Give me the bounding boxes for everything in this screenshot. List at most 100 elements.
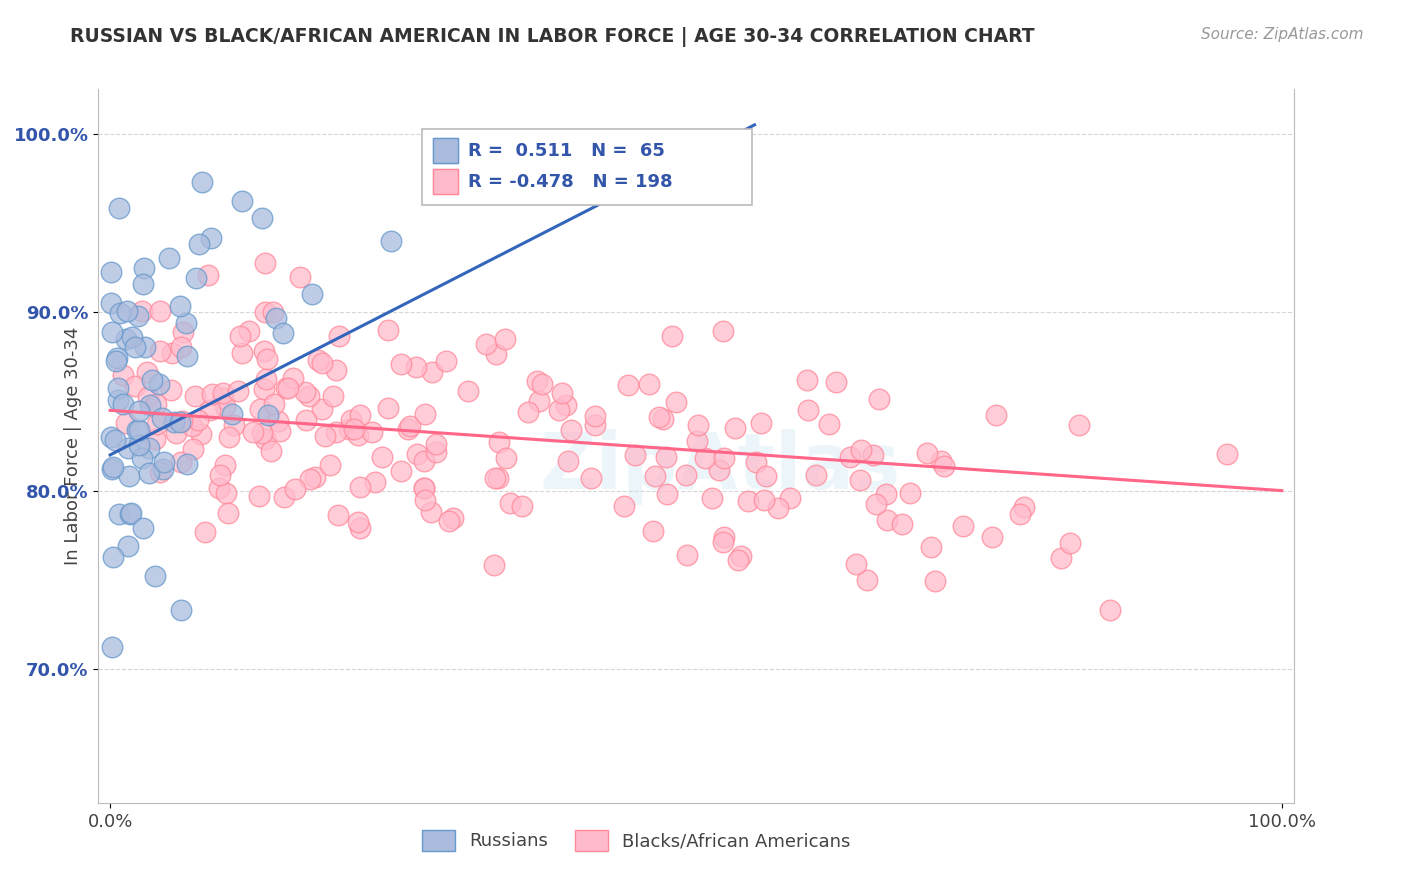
Point	[724, 420, 747, 434]
Point	[349, 480, 371, 494]
Point	[222, 418, 245, 433]
Point	[711, 535, 734, 549]
Point	[170, 340, 193, 354]
Point	[855, 573, 877, 587]
Point	[517, 405, 540, 419]
Point	[112, 368, 135, 382]
Point	[579, 470, 602, 484]
Point	[797, 402, 820, 417]
Point	[118, 507, 141, 521]
Point	[1008, 508, 1031, 522]
Point	[488, 435, 510, 450]
Point	[849, 474, 872, 488]
Point	[104, 433, 127, 447]
Point	[868, 392, 890, 406]
Point	[779, 491, 801, 505]
Point	[555, 398, 578, 412]
Point	[713, 530, 735, 544]
Point	[169, 415, 191, 429]
Point	[257, 409, 280, 423]
Point	[364, 475, 387, 490]
Point	[749, 416, 772, 430]
Point	[274, 381, 297, 395]
Point	[197, 268, 219, 283]
Text: R =  0.511   N =  65: R = 0.511 N = 65	[468, 142, 665, 160]
Point	[441, 510, 464, 524]
Point	[172, 325, 194, 339]
Point	[644, 468, 666, 483]
Point	[101, 549, 124, 564]
Point	[132, 260, 155, 275]
Point	[260, 443, 283, 458]
Point	[152, 461, 174, 475]
Point	[862, 448, 884, 462]
Point	[311, 401, 333, 416]
Point	[170, 455, 193, 469]
Point	[149, 343, 172, 358]
Point	[141, 374, 163, 388]
Point	[138, 466, 160, 480]
Point	[727, 553, 749, 567]
Y-axis label: In Labor Force | Age 30-34: In Labor Force | Age 30-34	[63, 326, 82, 566]
Point	[249, 402, 271, 417]
Text: RUSSIAN VS BLACK/AFRICAN AMERICAN IN LABOR FORCE | AGE 30-34 CORRELATION CHART: RUSSIAN VS BLACK/AFRICAN AMERICAN IN LAB…	[70, 27, 1035, 46]
Point	[176, 457, 198, 471]
Point	[737, 494, 759, 508]
Point	[839, 450, 862, 465]
Point	[217, 507, 239, 521]
Point	[360, 425, 382, 440]
Point	[557, 454, 579, 468]
Point	[876, 512, 898, 526]
Point	[108, 201, 131, 215]
Legend: Russians, Blacks/African Americans: Russians, Blacks/African Americans	[415, 822, 858, 858]
Point	[371, 450, 394, 464]
Point	[328, 329, 350, 343]
Point	[298, 388, 321, 402]
Point	[322, 389, 344, 403]
Point	[231, 194, 253, 208]
Point	[311, 356, 333, 370]
Point	[117, 303, 139, 318]
Point	[163, 415, 186, 429]
Point	[406, 447, 429, 461]
Point	[127, 310, 149, 324]
Point	[484, 471, 506, 485]
Point	[226, 384, 249, 398]
Point	[347, 428, 370, 442]
Point	[284, 482, 307, 496]
Point	[700, 491, 723, 506]
Point	[253, 305, 276, 319]
Point	[343, 422, 366, 436]
Point	[269, 424, 291, 438]
Point	[108, 507, 131, 521]
Point	[711, 324, 734, 338]
Point	[160, 345, 183, 359]
Point	[214, 399, 236, 413]
Point	[745, 454, 768, 468]
Point	[190, 426, 212, 441]
Point	[188, 236, 211, 251]
Point	[865, 497, 887, 511]
Point	[181, 418, 204, 433]
Point	[457, 384, 479, 399]
Point	[127, 423, 149, 437]
Point	[1067, 418, 1090, 433]
Point	[273, 491, 295, 505]
Point	[252, 211, 274, 225]
Point	[651, 412, 673, 426]
Point	[920, 540, 942, 554]
Point	[547, 402, 569, 417]
Point	[304, 470, 326, 484]
Point	[347, 515, 370, 529]
Point	[221, 407, 243, 421]
Point	[845, 557, 868, 571]
Point	[124, 379, 146, 393]
Point	[101, 325, 124, 339]
Point	[124, 340, 146, 354]
Point	[1049, 551, 1071, 566]
Point	[425, 436, 447, 450]
Point	[647, 410, 669, 425]
Point	[824, 375, 846, 389]
Point	[661, 329, 683, 343]
Point	[136, 390, 159, 404]
